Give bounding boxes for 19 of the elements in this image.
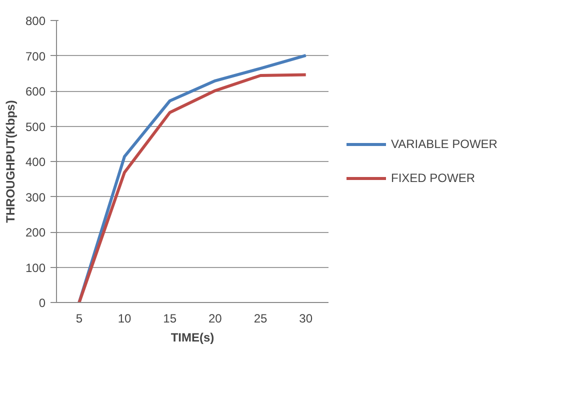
x-tick-label: 5 [76, 312, 83, 326]
x-axis-title: TIME(s) [170, 330, 214, 344]
legend-label: VARIABLE POWER [391, 137, 498, 151]
legend-label: FIXED POWER [391, 171, 476, 185]
y-tick-label: 0 [38, 296, 46, 310]
x-tick-label: 20 [208, 312, 222, 326]
y-tick-label: 300 [25, 190, 46, 204]
y-tick-label: 600 [25, 84, 46, 98]
x-tick-label: 30 [299, 312, 313, 326]
y-tick-label: 800 [25, 14, 46, 28]
y-tick-label: 500 [25, 120, 46, 134]
y-tick-label: 200 [25, 226, 46, 240]
y-axis-title: THROUGHPUT(Kbps) [3, 100, 18, 223]
y-tick-label: 400 [25, 155, 46, 169]
y-tick-label: 100 [25, 260, 46, 275]
x-tick-label: 10 [118, 312, 132, 326]
x-tick-label: 25 [254, 312, 268, 326]
x-tick-label: 15 [163, 312, 177, 326]
y-tick-label: 700 [25, 49, 46, 64]
